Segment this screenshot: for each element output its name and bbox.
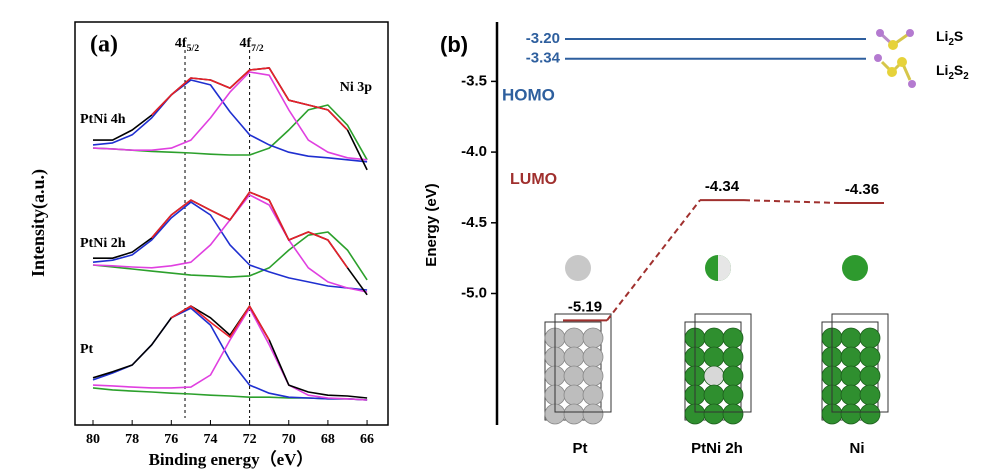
- sample-label: PtNi 4h: [80, 112, 126, 127]
- category-label: Pt: [573, 440, 588, 457]
- x-axis-label: Binding energy（eV）: [149, 449, 314, 469]
- slab-atom: [582, 384, 604, 406]
- sample-label: PtNi 2h: [80, 236, 126, 251]
- spectrum-line: [151, 67, 349, 131]
- slab-atom: [859, 346, 881, 368]
- y-tick-label: -5.0: [461, 284, 487, 301]
- spectrum-line: [92, 201, 368, 291]
- slab-atom: [582, 403, 604, 425]
- slab-atom: [703, 384, 725, 406]
- value-label: -4.34: [705, 178, 740, 195]
- slab-atom: [859, 403, 881, 425]
- atom-sphere: [565, 255, 591, 281]
- spectrum-line: [92, 79, 368, 163]
- slab-cell: [694, 313, 752, 413]
- slab-atom: [840, 327, 862, 349]
- slab-atom: [582, 327, 604, 349]
- category-label: PtNi 2h: [691, 440, 743, 457]
- slab-atom: [722, 346, 744, 368]
- slab-atom: [722, 327, 744, 349]
- atom-sphere: [718, 255, 731, 281]
- spectrum-line: [92, 71, 368, 161]
- slab-atom: [840, 384, 862, 406]
- spectrum-line: [93, 191, 368, 296]
- slab-atom: [703, 403, 725, 425]
- atom-sphere: [842, 255, 868, 281]
- y-tick-label: -4.5: [461, 214, 487, 231]
- sample-label: Pt: [80, 342, 94, 357]
- slab-cell: [831, 313, 889, 413]
- panel-a-frame: [74, 21, 389, 426]
- slab-atom: [840, 403, 862, 425]
- slab-atom: [840, 346, 862, 368]
- slab-atom: [563, 365, 585, 387]
- value-label: -3.34: [526, 50, 561, 67]
- lumo-label: LUMO: [510, 171, 557, 188]
- y-tick-label: -3.5: [461, 72, 487, 89]
- spectrum-line: [92, 305, 368, 399]
- x-tick-label: 76: [164, 432, 178, 447]
- y-axis-label: Intensity(a.u.): [28, 169, 49, 277]
- x-tick-label: 80: [86, 432, 100, 447]
- value-label: -3.20: [526, 30, 560, 47]
- x-tick-label: 78: [125, 432, 139, 447]
- category-label: Ni: [850, 440, 865, 457]
- x-tick-label: 68: [321, 432, 335, 447]
- slab-atom: [703, 365, 725, 387]
- slab-atom: [859, 327, 881, 349]
- lumo-connector: [606, 199, 701, 321]
- slab-atom: [722, 403, 744, 425]
- y-tick-label: -4.0: [461, 143, 487, 160]
- slab-atom: [703, 327, 725, 349]
- slab-atom: [840, 365, 862, 387]
- slab-atom: [563, 403, 585, 425]
- slab-atom: [859, 365, 881, 387]
- homo-label: HOMO: [502, 85, 555, 104]
- spectrum-line: [151, 191, 349, 269]
- spectrum-line: [92, 231, 368, 281]
- slab-cell: [554, 313, 612, 413]
- value-label: -4.36: [845, 181, 879, 198]
- x-tick-label: 72: [243, 432, 257, 447]
- molecule-label: Li2S: [936, 28, 963, 48]
- molecule-icons: [874, 29, 916, 88]
- slab-atom: [563, 327, 585, 349]
- lumo-connector: [743, 199, 841, 204]
- slab-atom: [722, 384, 744, 406]
- spectrum-line: [92, 307, 368, 401]
- atom-illustrations: [544, 255, 889, 425]
- spectrum-line: [92, 307, 368, 401]
- reference-label: 4f7/2: [240, 36, 264, 54]
- slab-atom: [563, 384, 585, 406]
- spectrum-line: [170, 305, 270, 341]
- slab-atom: [563, 346, 585, 368]
- slab-atom: [859, 384, 881, 406]
- panel-label: (a): [90, 32, 118, 58]
- panel-label: (b): [440, 32, 468, 57]
- slab-atom: [582, 346, 604, 368]
- y-axis-label: Energy (eV): [423, 183, 440, 266]
- slab-atom: [703, 346, 725, 368]
- slab-atom: [722, 365, 744, 387]
- annotation: Ni 3p: [340, 80, 373, 95]
- x-tick-label: 74: [203, 432, 217, 447]
- reference-label: 4f5/2: [175, 36, 199, 54]
- molecule-label: Li2S2: [936, 61, 969, 81]
- slab-atom: [582, 365, 604, 387]
- value-label: -5.19: [568, 298, 602, 315]
- x-tick-label: 70: [282, 432, 296, 447]
- x-tick-label: 66: [360, 432, 374, 447]
